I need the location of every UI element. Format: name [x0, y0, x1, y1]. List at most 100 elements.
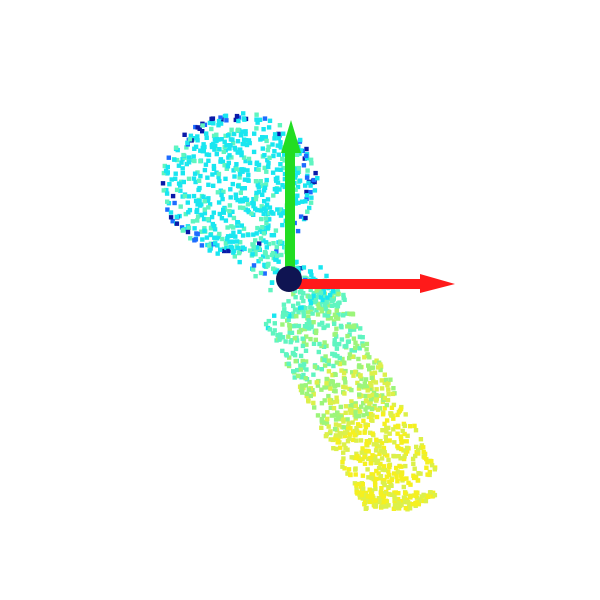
cloud-point — [362, 355, 367, 360]
cloud-point — [263, 182, 269, 187]
cloud-point — [278, 167, 283, 172]
cloud-point — [374, 476, 379, 481]
cloud-point — [345, 439, 351, 444]
cloud-point — [221, 210, 226, 215]
cloud-point — [323, 306, 328, 311]
cloud-point — [412, 466, 417, 471]
cloud-point — [329, 303, 335, 308]
x-axis-arrow — [296, 274, 455, 293]
cloud-point — [308, 287, 313, 293]
cloud-point — [272, 187, 278, 192]
cloud-point — [322, 398, 327, 403]
cloud-point — [301, 385, 306, 391]
cloud-point — [383, 377, 389, 383]
cloud-point — [294, 259, 299, 265]
cloud-point — [332, 426, 338, 432]
cloud-point — [257, 227, 263, 232]
cloud-point — [345, 417, 350, 422]
cloud-point — [429, 463, 435, 468]
cloud-point — [206, 158, 211, 163]
cloud-point — [358, 458, 363, 463]
cloud-point — [359, 404, 364, 409]
cloud-point — [223, 176, 228, 181]
cloud-point — [414, 492, 419, 497]
cloud-point — [274, 189, 279, 194]
cloud-point — [297, 151, 302, 156]
cloud-point — [209, 214, 215, 220]
cloud-point — [354, 426, 359, 431]
cloud-point — [315, 301, 320, 307]
cloud-point — [226, 248, 231, 254]
cloud-point — [425, 472, 430, 477]
cloud-point — [391, 453, 396, 459]
cloud-point — [384, 418, 390, 423]
cloud-point — [360, 473, 366, 478]
cloud-point — [319, 425, 324, 430]
cloud-point — [318, 265, 323, 270]
cloud-point — [296, 301, 301, 306]
cloud-point — [301, 298, 306, 304]
cloud-point — [220, 236, 225, 242]
cloud-point — [278, 239, 283, 244]
cloud-point — [343, 404, 349, 409]
cloud-point — [364, 341, 370, 347]
cloud-point — [362, 430, 367, 435]
cloud-point — [251, 197, 256, 202]
cloud-point — [298, 363, 303, 368]
cloud-point — [233, 147, 238, 152]
cloud-point — [280, 348, 285, 354]
cloud-point — [298, 148, 304, 153]
cloud-point — [201, 142, 206, 147]
cloud-point — [227, 212, 233, 218]
cloud-point — [373, 396, 379, 402]
cloud-point — [345, 427, 350, 432]
cloud-point — [241, 111, 246, 116]
cloud-point — [349, 455, 354, 460]
cloud-point — [342, 361, 347, 366]
cloud-point — [330, 289, 336, 294]
cloud-point — [266, 223, 271, 228]
cloud-point — [346, 467, 352, 472]
cloud-point — [276, 131, 281, 137]
cloud-point — [331, 363, 336, 369]
cloud-point — [262, 116, 268, 121]
cloud-point — [363, 399, 369, 404]
cloud-point — [377, 444, 382, 449]
cloud-point — [340, 464, 345, 469]
cloud-point — [214, 170, 219, 175]
cloud-point — [313, 170, 318, 176]
cloud-point — [332, 342, 338, 347]
cloud-point — [209, 126, 214, 132]
cloud-point — [369, 472, 374, 477]
cloud-point — [350, 430, 355, 435]
cloud-point — [191, 154, 196, 159]
cloud-point — [258, 256, 263, 262]
cloud-point — [319, 367, 324, 372]
cloud-point — [278, 145, 284, 150]
cloud-point — [286, 317, 291, 323]
cloud-point — [225, 236, 230, 241]
cloud-point — [348, 327, 353, 333]
cloud-point — [324, 381, 329, 386]
cloud-point — [213, 241, 218, 246]
cloud-point — [195, 231, 200, 237]
cloud-point — [396, 423, 401, 429]
cloud-point — [202, 211, 208, 216]
cloud-point — [337, 423, 342, 428]
cloud-point — [308, 301, 314, 306]
cloud-point — [315, 413, 321, 418]
cloud-point — [195, 134, 200, 139]
cloud-point — [353, 410, 358, 415]
cloud-point — [359, 493, 364, 498]
cloud-point — [341, 313, 346, 318]
cloud-point — [301, 291, 306, 296]
cloud-point — [331, 383, 336, 388]
cloud-point — [384, 429, 389, 434]
cloud-point — [211, 183, 216, 188]
cloud-point — [211, 121, 216, 126]
cloud-point — [380, 428, 385, 433]
cloud-point — [392, 494, 397, 499]
cloud-point — [174, 157, 180, 163]
cloud-point — [379, 486, 384, 491]
